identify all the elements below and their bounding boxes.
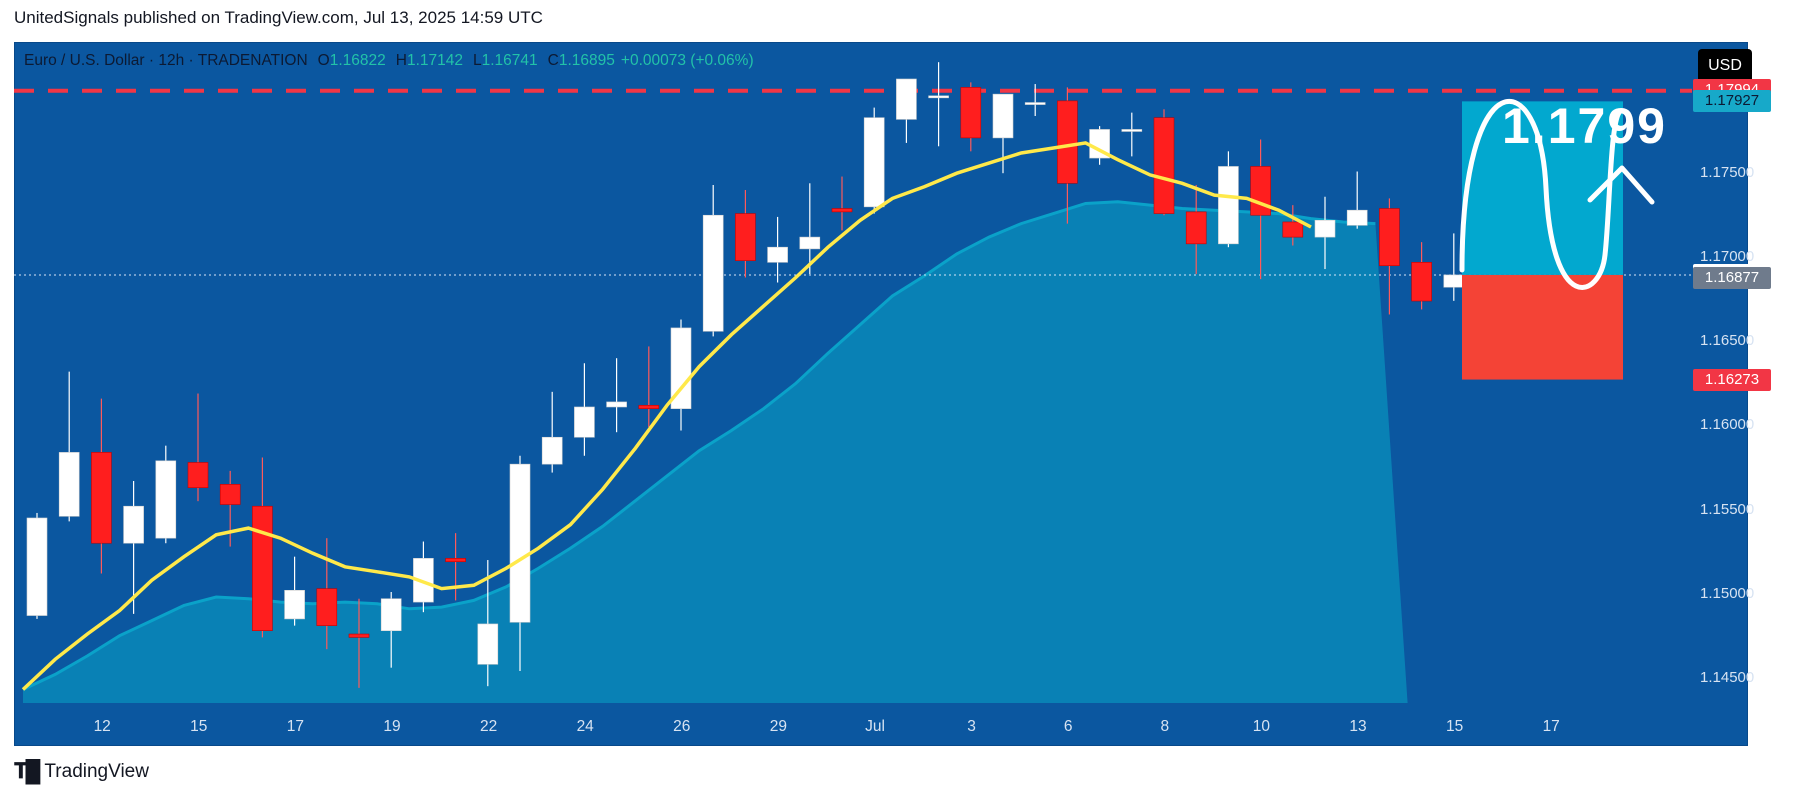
x-tick-label: 6 [1063, 718, 1073, 735]
candle-body [702, 214, 724, 332]
tradingview-logo-icon: 𝐓█ [14, 760, 40, 783]
candle-body [863, 117, 885, 208]
candle-body [1121, 129, 1143, 132]
y-tick-label: 1.16500 [1700, 332, 1755, 350]
close-label: C [547, 52, 559, 69]
candle-body [638, 404, 660, 409]
low-label: L [473, 52, 482, 69]
x-tick-label: 8 [1160, 718, 1170, 735]
high-label: H [395, 52, 407, 69]
target-zone [1462, 101, 1623, 275]
candle-body [799, 236, 821, 250]
x-tick-label: 10 [1252, 718, 1271, 735]
candle-body [252, 505, 273, 631]
stop-zone [1462, 274, 1623, 380]
candle-body [1057, 100, 1078, 184]
y-tick-label: 1.16000 [1700, 416, 1755, 434]
x-tick-label: 15 [190, 718, 208, 735]
x-tick-label: 13 [1349, 718, 1367, 735]
price-tag: 1.17927 [1693, 90, 1771, 113]
high-value: 1.17142 [406, 52, 463, 69]
symbol-legend: Euro / U.S. Dollar · 12h · TRADENATION O1… [24, 52, 754, 70]
candle-body [831, 208, 853, 213]
target-annotation: 1.1799 [1502, 98, 1667, 154]
publisher-line: UnitedSignals published on TradingView.c… [14, 8, 543, 27]
close-value: 1.16895 [558, 52, 615, 69]
candle-body [1346, 209, 1368, 226]
candle-body [1153, 117, 1175, 214]
projected-path [1459, 98, 1623, 290]
candle-body [509, 463, 531, 623]
candle-body [219, 484, 241, 505]
x-tick-label: 12 [93, 718, 111, 735]
arrow-head-icon [1587, 165, 1655, 205]
ema-slow-line [22, 200, 1376, 691]
candle-body [606, 401, 627, 408]
candle-body [1218, 166, 1239, 245]
candle-body [1282, 221, 1304, 238]
currency-button[interactable]: USD [1698, 49, 1752, 83]
candle-body [445, 558, 466, 563]
candle-body [735, 213, 756, 261]
candle-body [187, 462, 209, 489]
candle-body [960, 87, 982, 139]
x-tick-label: 22 [479, 718, 498, 735]
candle-body [896, 78, 917, 120]
candle-body [155, 460, 177, 539]
x-tick-label: Jul [865, 718, 885, 735]
x-tick-label: 24 [576, 718, 594, 735]
x-tick-label: 17 [1542, 718, 1560, 735]
low-value: 1.16741 [481, 52, 538, 69]
x-tick-label: 17 [286, 718, 305, 735]
price-tag: 1.16273 [1693, 368, 1771, 391]
candle-body [1379, 208, 1400, 266]
candle-body [26, 517, 48, 616]
change-value: +0.00073 (+0.06%) [620, 52, 754, 69]
candle-body [348, 633, 370, 638]
x-tick-label: 15 [1445, 718, 1464, 735]
candle-body [541, 436, 563, 465]
ema-slow-area [23, 201, 1408, 704]
candle-body [992, 93, 1014, 139]
y-tick-label: 1.17500 [1700, 164, 1755, 182]
candle-body [58, 452, 80, 517]
candle-body [767, 246, 788, 263]
open-value: 1.16822 [329, 52, 386, 69]
price-tag: 1.16877 [1693, 266, 1771, 289]
candle-body [316, 588, 338, 626]
candle-body [928, 95, 949, 99]
y-tick-label: 1.17000 [1700, 248, 1755, 266]
y-tick-label: 1.15000 [1700, 584, 1755, 602]
candle-body [91, 452, 112, 544]
candle-body [574, 406, 595, 438]
x-tick-label: 19 [383, 718, 401, 735]
x-tick-label: 29 [769, 718, 788, 735]
y-tick-label: 1.15500 [1700, 500, 1755, 518]
candle-body [1411, 262, 1432, 302]
ema-fast-line [21, 141, 1312, 691]
candle-body [477, 623, 499, 665]
candle-body [1185, 211, 1207, 245]
candle-body [123, 505, 144, 544]
candle-body [284, 590, 305, 620]
candle-body [380, 598, 402, 631]
candle-body [670, 327, 692, 409]
x-tick-label: 3 [967, 718, 976, 735]
y-tick-label: 1.14500 [1700, 668, 1755, 686]
footer-brand[interactable]: 𝐓█ TradingView [14, 760, 149, 784]
footer-brand-label: TradingView [44, 761, 149, 782]
x-tick-label: 26 [673, 718, 691, 735]
symbol-title: Euro / U.S. Dollar · 12h · TRADENATION [24, 52, 308, 69]
candle-body [1314, 219, 1336, 238]
open-label: O [317, 52, 330, 69]
candle-body [1443, 274, 1465, 288]
candle-body [1024, 102, 1046, 105]
